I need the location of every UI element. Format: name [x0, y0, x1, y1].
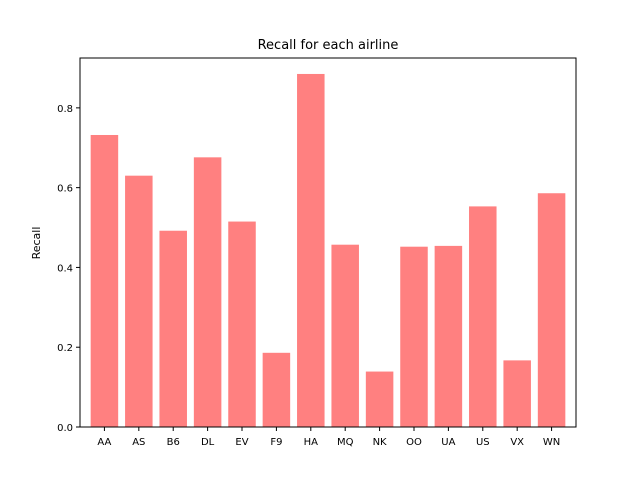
bar-f9: [262, 352, 291, 427]
x-tick-label: MQ: [337, 437, 354, 448]
bar-ha: [297, 73, 325, 427]
bar-mq: [331, 244, 359, 427]
bar-aa: [90, 134, 119, 428]
bar-ev: [228, 221, 256, 427]
y-tick-label: 0.0: [57, 423, 73, 434]
bars-group: [90, 73, 566, 428]
bar-vx: [503, 360, 531, 427]
bar-us: [469, 206, 497, 427]
bar-nk: [365, 371, 394, 427]
x-tick-label: AS: [132, 437, 145, 448]
x-tick-label: WN: [543, 437, 560, 448]
x-tick-label: UA: [441, 437, 455, 448]
plot-frame: [79, 57, 577, 428]
bar-dl: [193, 157, 222, 427]
x-tick-label: HA: [304, 437, 319, 448]
bar-wn: [537, 193, 566, 427]
bar-ua: [434, 245, 463, 427]
y-tick-label: 0.4: [57, 263, 73, 274]
y-tick-label: 0.6: [57, 184, 73, 195]
x-tick-label: OO: [406, 437, 422, 448]
y-tick-label: 0.8: [57, 104, 73, 115]
x-tick-label: B6: [167, 437, 180, 448]
x-tick-label: EV: [235, 437, 248, 448]
chart-title: Recall for each airline: [258, 38, 399, 53]
x-tick-label: NK: [373, 437, 387, 448]
x-tick-label: DL: [201, 437, 215, 448]
x-tick-label: AA: [97, 437, 111, 448]
bar-oo: [400, 246, 428, 427]
bar-as: [125, 175, 153, 427]
x-tick-label: F9: [270, 437, 282, 448]
x-tick-label: VX: [510, 437, 524, 448]
y-axis-label: Recall: [30, 227, 43, 260]
x-ticks-group: AA AS B6 DL EV F9 HA MQ NK OO UA US VX WN: [97, 427, 560, 448]
y-tick-label: 0.2: [57, 343, 73, 354]
bar-b6: [159, 230, 187, 427]
x-tick-label: US: [476, 437, 490, 448]
y-ticks-group: 0.0 0.2 0.4 0.6 0.8: [57, 104, 80, 434]
